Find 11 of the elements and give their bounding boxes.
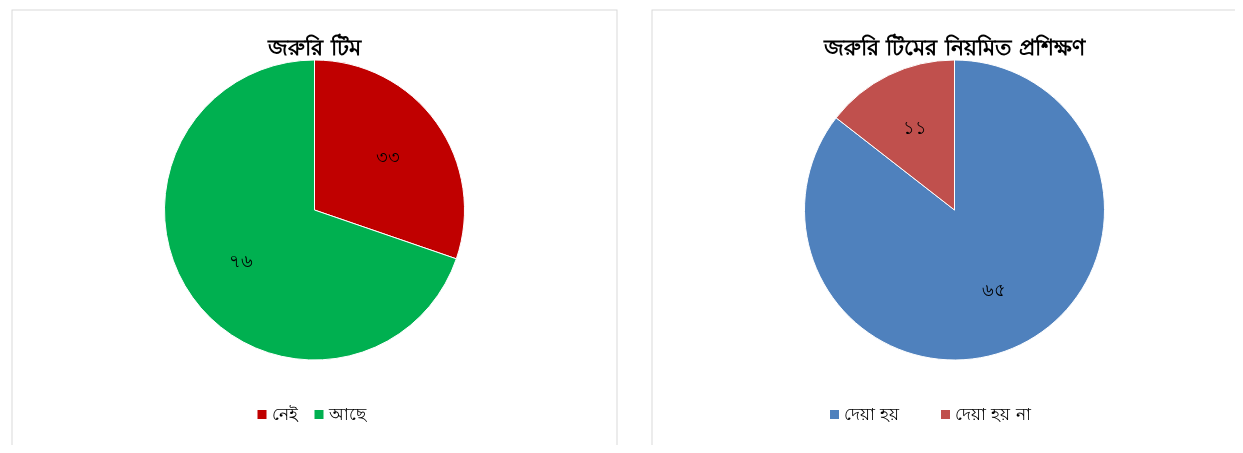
data-label: ৬৫	[982, 278, 1007, 300]
data-label: ৩৩	[375, 145, 400, 167]
data-label: ৭৬	[229, 250, 254, 272]
legend-label: দেয়া হয় না	[955, 404, 1032, 424]
chart-title: জরুরি টিম	[267, 33, 362, 60]
legend-label: আছে	[327, 404, 368, 424]
data-label: ১১	[902, 117, 927, 139]
legend-label: নেই	[271, 404, 299, 424]
pie-slice	[804, 59, 1105, 361]
legend-label: দেয়া হয়	[844, 404, 901, 424]
chart-title: জরুরি টিমের নিয়মিত প্রশিক্ষণ	[822, 33, 1087, 60]
